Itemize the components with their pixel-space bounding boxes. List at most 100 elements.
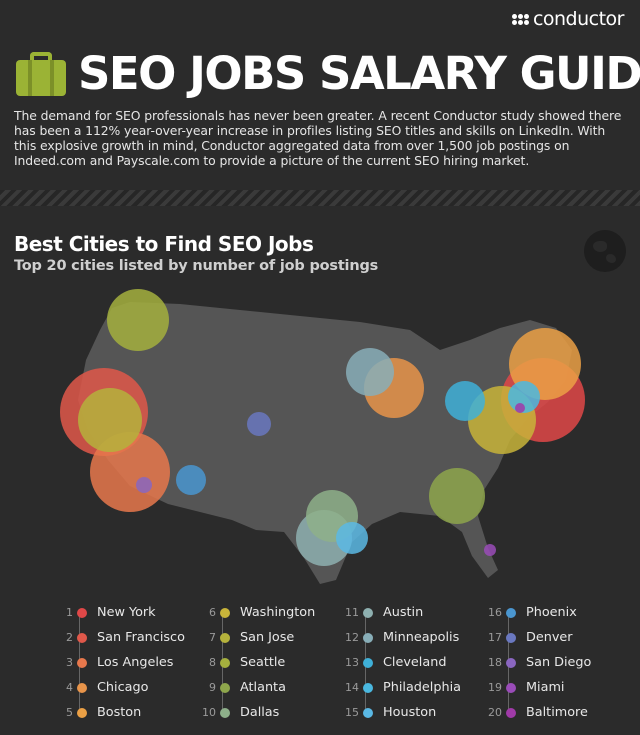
legend-rank: 3 — [66, 656, 73, 669]
legend-item: 2 San Francisco — [58, 625, 201, 650]
legend-rank: 16 — [488, 606, 502, 619]
legend-item: 17 Denver — [487, 625, 630, 650]
legend-city-name: Miami — [526, 680, 565, 695]
legend-item: 7 San Jose — [201, 625, 344, 650]
briefcase-icon — [16, 52, 66, 96]
legend-city-name: Seattle — [240, 655, 286, 670]
legend-city-name: Atlanta — [240, 680, 286, 695]
legend-city-name: San Jose — [240, 630, 295, 645]
legend-city-name: Boston — [97, 705, 142, 720]
legend-item: 12 Minneapolis — [344, 625, 487, 650]
legend-rank: 18 — [488, 656, 502, 669]
brand-name: conductor — [532, 8, 625, 30]
legend-city-name: Dallas — [240, 705, 280, 720]
legend-dot — [77, 682, 87, 693]
legend-dot — [506, 632, 516, 643]
legend-city-name: Chicago — [97, 680, 149, 695]
city-bubble — [136, 477, 152, 493]
globe-icon — [584, 230, 626, 272]
legend-city-name: Phoenix — [526, 605, 577, 620]
section-title: Best Cities to Find SEO Jobs — [14, 232, 314, 256]
legend-item: 10 Dallas — [201, 700, 344, 725]
legend-item: 18 San Diego — [487, 650, 630, 675]
legend-item: 15 Houston — [344, 700, 487, 725]
legend-item: 20 Baltimore — [487, 700, 630, 725]
legend-dot — [363, 607, 373, 618]
legend-city-name: Baltimore — [526, 705, 588, 720]
legend-rank: 17 — [488, 631, 502, 644]
cities-legend: 1 New York 2 San Francisco 3 Los Angeles 4 Chic… — [58, 600, 630, 725]
legend-rank: 19 — [488, 681, 502, 694]
legend-rank: 9 — [209, 681, 216, 694]
legend-rank: 12 — [345, 631, 359, 644]
legend-dot — [220, 632, 230, 643]
city-bubble — [107, 289, 169, 351]
legend-dot — [363, 682, 373, 693]
page-header: SEO JOBS SALARY GUIDE — [16, 48, 640, 100]
legend-dot — [220, 657, 230, 668]
legend-rank: 5 — [66, 706, 73, 719]
legend-city-name: San Diego — [526, 655, 592, 670]
legend-rank: 2 — [66, 631, 73, 644]
section-divider — [0, 190, 640, 206]
legend-item: 3 Los Angeles — [58, 650, 201, 675]
legend-city-name: Philadelphia — [383, 680, 461, 695]
legend-rank: 1 — [66, 606, 73, 619]
legend-item: 1 New York — [58, 600, 201, 625]
legend-column: 11 Austin 12 Minneapolis 13 Cleveland 14 Philad… — [344, 600, 487, 725]
legend-item: 4 Chicago — [58, 675, 201, 700]
legend-rank: 15 — [345, 706, 359, 719]
page-title: SEO JOBS SALARY GUIDE — [78, 47, 640, 100]
city-bubble — [515, 403, 525, 413]
city-bubble — [429, 468, 485, 524]
legend-column: 1 New York 2 San Francisco 3 Los Angeles 4 Chic… — [58, 600, 201, 725]
us-map — [60, 289, 585, 584]
legend-city-name: San Francisco — [97, 630, 185, 645]
city-bubble — [484, 544, 496, 556]
legend-city-name: Los Angeles — [97, 655, 174, 670]
legend-dot — [77, 707, 87, 718]
legend-item: 5 Boston — [58, 700, 201, 725]
legend-dot — [220, 607, 230, 618]
city-bubble — [346, 348, 394, 396]
legend-item: 11 Austin — [344, 600, 487, 625]
legend-city-name: Houston — [383, 705, 437, 720]
legend-dot — [506, 707, 516, 718]
legend-city-name: Minneapolis — [383, 630, 460, 645]
legend-column: 6 Washington 7 San Jose 8 Seattle 9 Atlanta 10 Da… — [201, 600, 344, 725]
legend-dot — [506, 682, 516, 693]
legend-city-name: Washington — [240, 605, 316, 620]
legend-item: 9 Atlanta — [201, 675, 344, 700]
legend-city-name: Cleveland — [383, 655, 447, 670]
intro-paragraph: The demand for SEO professionals has nev… — [14, 108, 622, 168]
legend-dot — [363, 707, 373, 718]
city-bubble — [176, 465, 206, 495]
legend-dot — [363, 657, 373, 668]
legend-item: 13 Cleveland — [344, 650, 487, 675]
legend-city-name: Austin — [383, 605, 424, 620]
legend-dot — [506, 607, 516, 618]
legend-item: 6 Washington — [201, 600, 344, 625]
logo-dots-icon — [511, 13, 529, 25]
legend-rank: 13 — [345, 656, 359, 669]
legend-city-name: New York — [97, 605, 156, 620]
legend-dot — [77, 632, 87, 643]
legend-item: 16 Phoenix — [487, 600, 630, 625]
legend-rank: 11 — [345, 606, 359, 619]
city-bubble — [445, 381, 485, 421]
legend-rank: 20 — [488, 706, 502, 719]
legend-item: 19 Miami — [487, 675, 630, 700]
conductor-logo: conductor — [511, 8, 625, 30]
legend-item: 14 Philadelphia — [344, 675, 487, 700]
city-bubble — [247, 412, 271, 436]
legend-dot — [220, 682, 230, 693]
legend-rank: 7 — [209, 631, 216, 644]
legend-item: 8 Seattle — [201, 650, 344, 675]
legend-rank: 8 — [209, 656, 216, 669]
legend-rank: 6 — [209, 606, 216, 619]
legend-city-name: Denver — [526, 630, 573, 645]
legend-dot — [363, 632, 373, 643]
section-subtitle: Top 20 cities listed by number of job po… — [14, 258, 379, 274]
legend-dot — [77, 657, 87, 668]
city-bubble — [78, 388, 142, 452]
